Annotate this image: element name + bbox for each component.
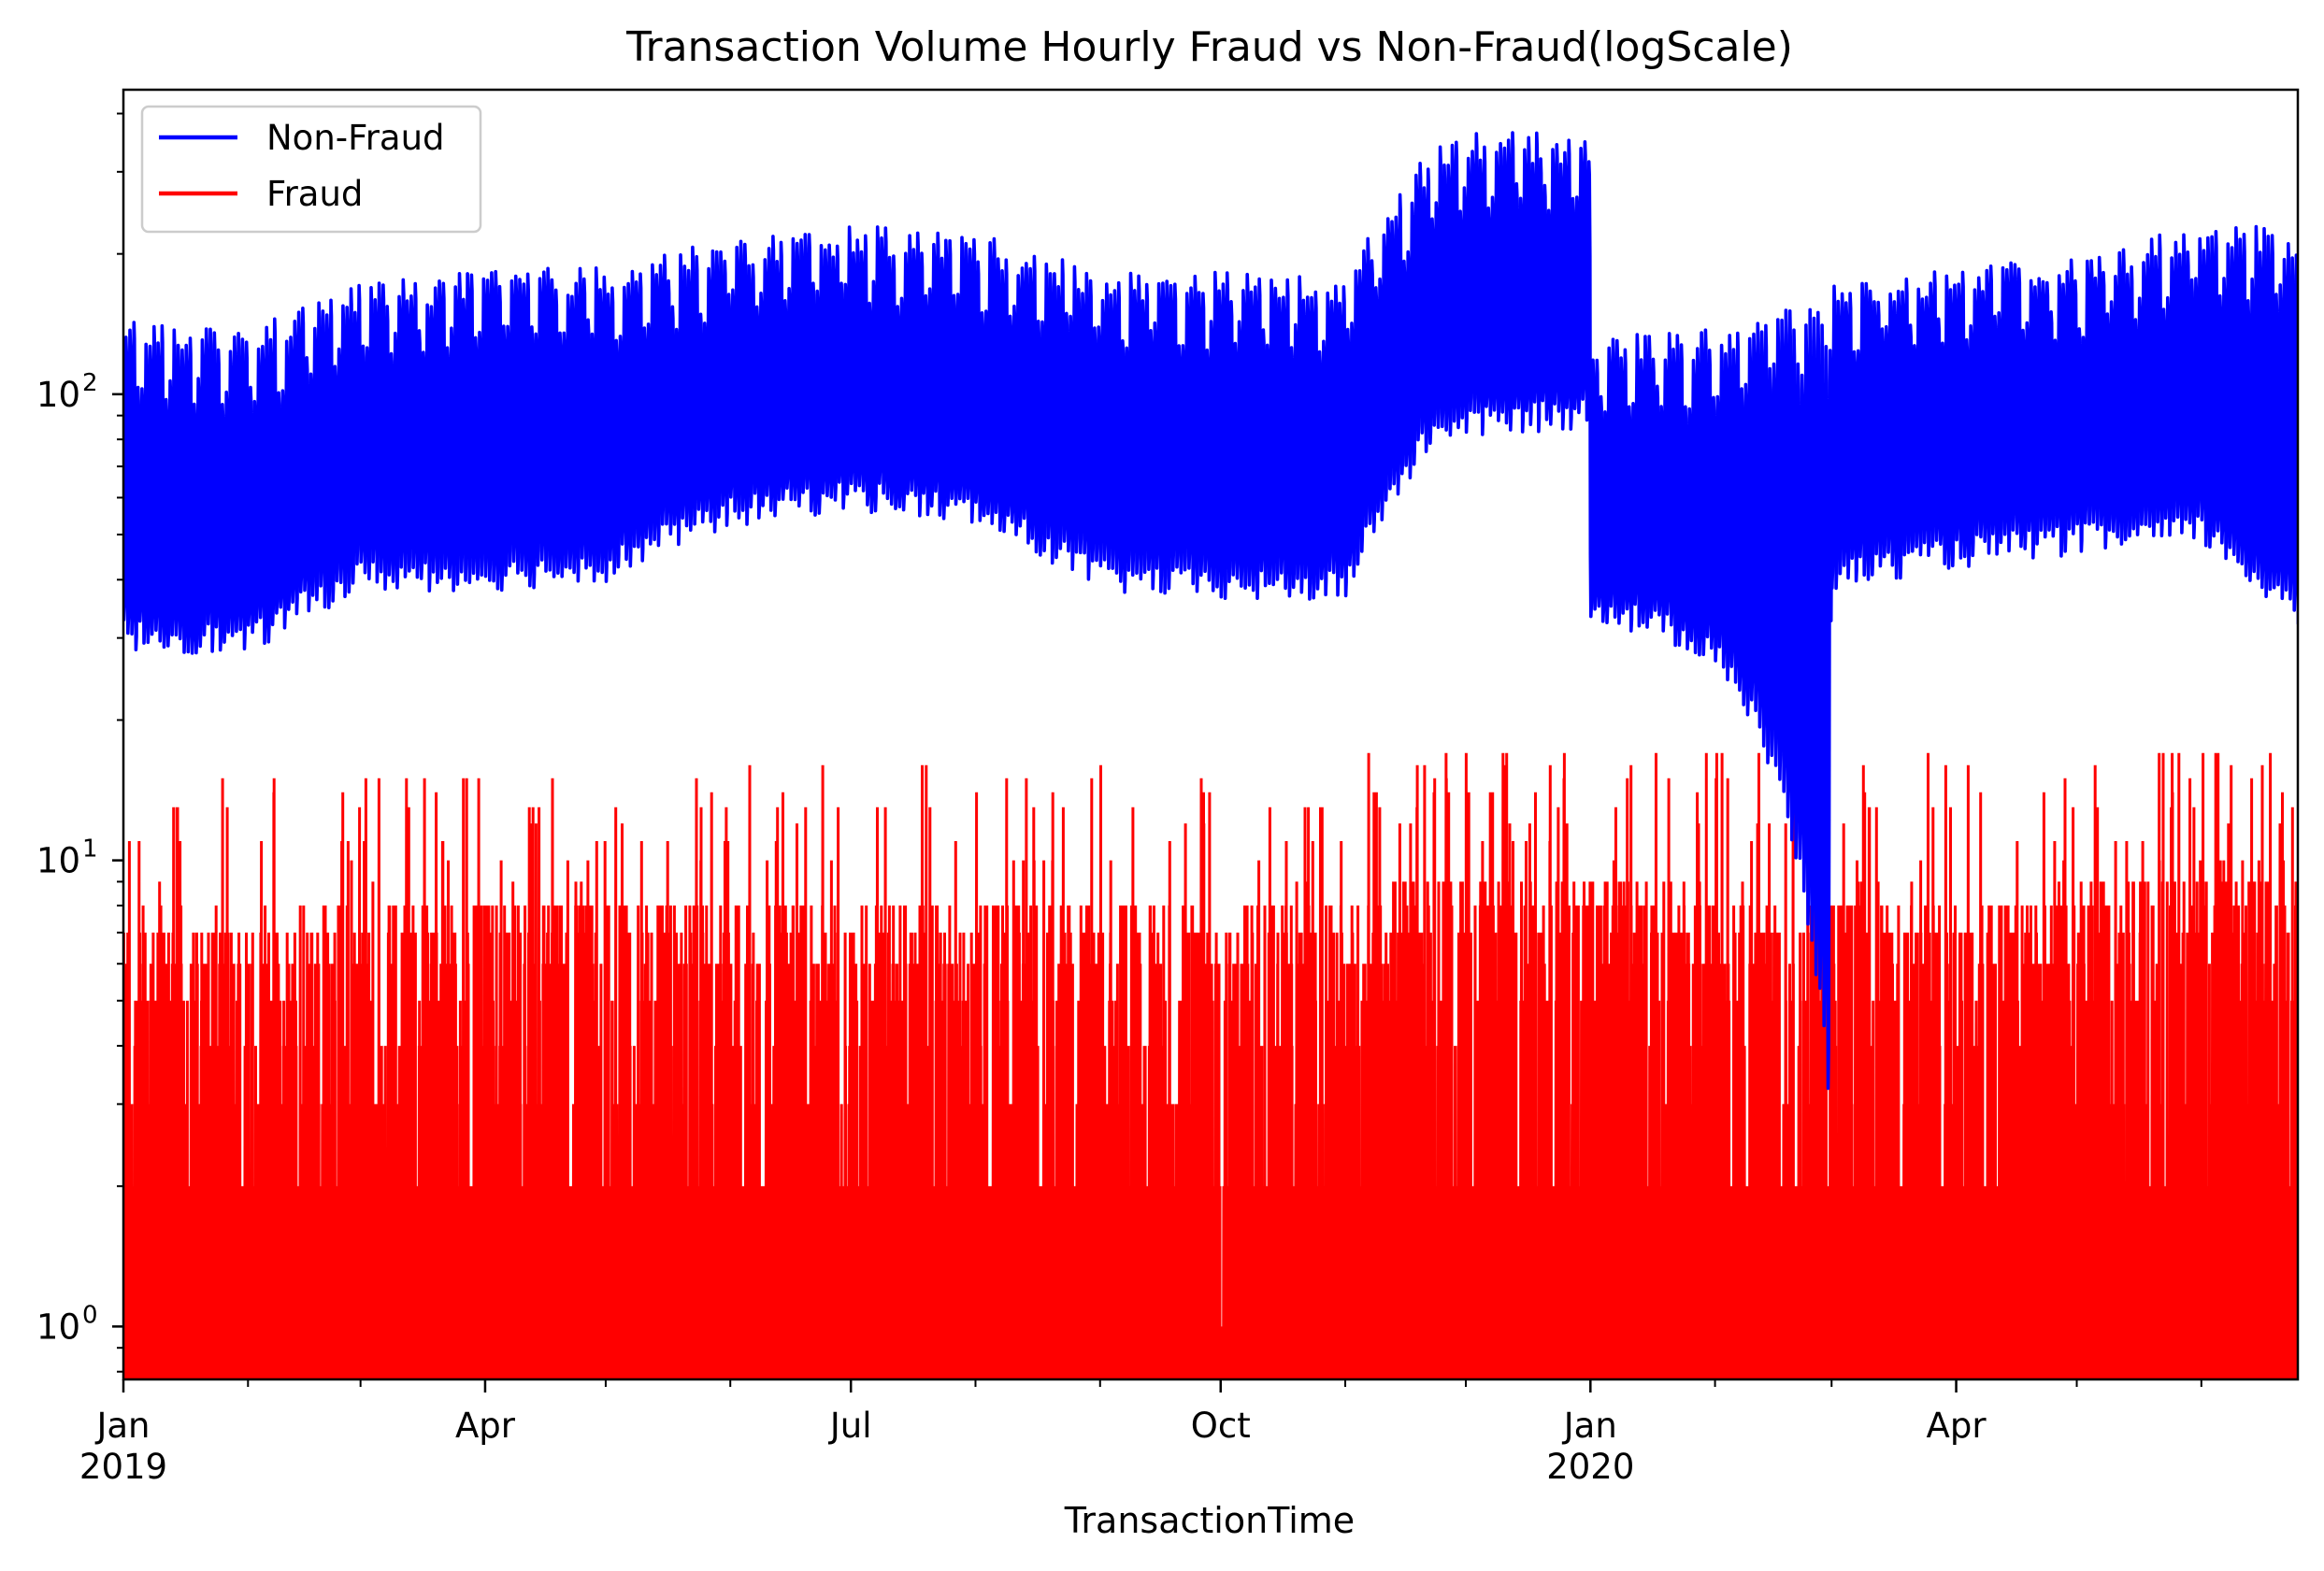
chart-title: Transaction Volume Hourly Fraud vs Non-F… [625, 23, 1793, 71]
y-tick-label: 10 [36, 375, 80, 415]
x-tick-year-label: 2019 [79, 1447, 167, 1487]
x-tick-label: Oct [1191, 1406, 1251, 1446]
y-tick-label: 10 [36, 841, 80, 881]
x-axis-label: TransactionTime [1064, 1500, 1355, 1541]
x-tick-label: Jan [1562, 1406, 1617, 1446]
y-tick-label: 10 [36, 1307, 80, 1347]
legend-label-non-fraud: Non-Fraud [266, 118, 445, 158]
legend-label-fraud: Fraud [266, 174, 363, 214]
series-line-non-fraud [123, 131, 2298, 1091]
x-tick-label: Apr [455, 1406, 516, 1446]
y-tick-exponent: 2 [82, 369, 98, 397]
x-tick-label: Apr [1927, 1406, 1987, 1446]
x-tick-label: Jan [94, 1406, 150, 1446]
x-tick-year-label: 2020 [1546, 1447, 1634, 1487]
plot-frame [122, 88, 2300, 1381]
y-tick-exponent: 0 [82, 1301, 98, 1329]
x-tick-label: Jul [828, 1406, 872, 1446]
series-line-fraud [123, 752, 2298, 1379]
y-tick-exponent: 1 [82, 835, 98, 864]
series-layer [123, 131, 2298, 1379]
legend: Non-Fraud Fraud [140, 105, 482, 234]
